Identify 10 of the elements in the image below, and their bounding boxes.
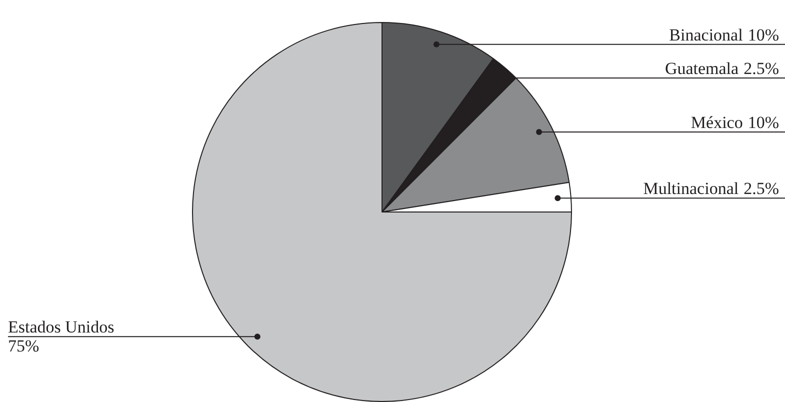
data-label: 2.5% (744, 58, 779, 78)
slice-label: Estados Unidos (8, 318, 114, 337)
slice-label: Binacional (669, 25, 744, 44)
slice-label: Guatemala (664, 58, 740, 78)
slice-label: México (690, 112, 743, 132)
data-label: 75% (8, 336, 40, 356)
data-label: 2.5% (744, 179, 779, 198)
slice-label: Multinacional (643, 179, 739, 198)
data-label: 10% (748, 112, 779, 132)
data-label: 10% (748, 25, 779, 44)
